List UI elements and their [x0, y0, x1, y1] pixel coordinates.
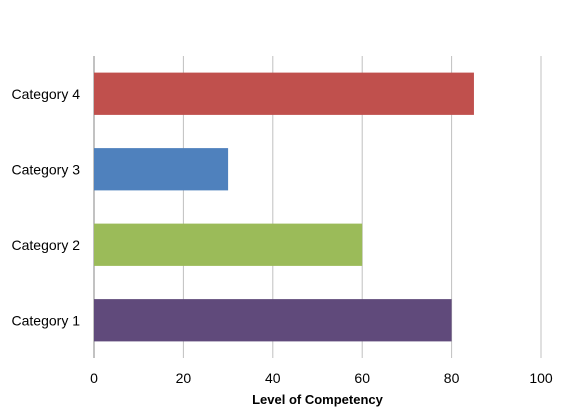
x-tick-label-40: 40 [265, 370, 281, 386]
bar-category-4 [94, 72, 474, 115]
x-tick-label-60: 60 [354, 370, 370, 386]
x-tick-label-100: 100 [529, 370, 553, 386]
category-label-4: Category 4 [12, 86, 81, 102]
x-tick-label-20: 20 [176, 370, 192, 386]
category-label-2: Category 2 [12, 237, 81, 253]
category-labels: Category 1 Category 2 Category 3 Category 4 [12, 86, 81, 329]
x-tick-label-80: 80 [444, 370, 460, 386]
bars [94, 72, 474, 342]
x-tick-label-0: 0 [90, 370, 98, 386]
category-label-3: Category 3 [12, 161, 81, 177]
x-axis-title: Level of Competency [252, 392, 384, 407]
bar-category-3 [94, 148, 229, 191]
category-label-1: Category 1 [12, 312, 81, 328]
x-tick-labels: 0 20 40 60 80 100 [90, 370, 553, 386]
bar-category-1 [94, 299, 452, 342]
bar-category-2 [94, 223, 363, 266]
